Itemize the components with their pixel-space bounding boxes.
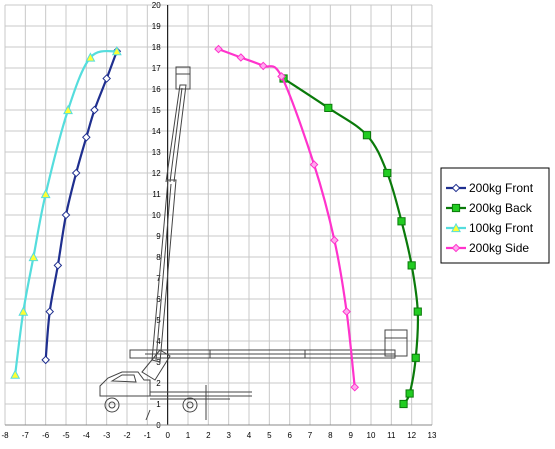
legend-marker <box>451 222 461 233</box>
x-tick-label: 6 <box>287 431 292 440</box>
y-tick-label: 4 <box>156 337 161 346</box>
y-tick-label: 2 <box>156 379 161 388</box>
x-tick-label: -6 <box>42 431 50 440</box>
x-tick-label: 9 <box>348 431 353 440</box>
y-tick-label: 9 <box>156 232 161 241</box>
x-tick-label: 5 <box>267 431 272 440</box>
x-tick-label: 2 <box>206 431 211 440</box>
y-tick-label: 16 <box>152 85 161 94</box>
chart-legend: 200kg Front 200kg Back 100kg Front 200kg Si… <box>440 167 550 264</box>
data-point <box>411 353 420 362</box>
data-point <box>277 72 286 81</box>
data-point <box>342 307 351 316</box>
x-tick-label: -7 <box>22 431 30 440</box>
legend-label: 100kg Front <box>469 221 534 235</box>
legend-item: 100kg Front <box>446 221 534 235</box>
data-point <box>330 235 339 245</box>
y-tick-label: 1 <box>156 400 161 409</box>
legend-marker <box>451 183 461 193</box>
legend-item: 200kg Side <box>446 241 529 255</box>
y-tick-label: 3 <box>156 358 161 367</box>
data-point <box>350 382 360 392</box>
aerial-lift-truck-drawing <box>99 66 408 421</box>
series-100kg-front <box>10 46 122 379</box>
legend-marker <box>451 203 461 213</box>
y-tick-label: 6 <box>156 295 161 304</box>
legend-label: 200kg Side <box>469 241 529 255</box>
data-point <box>10 369 21 379</box>
data-point <box>71 168 81 178</box>
series-200kg-front <box>41 46 122 365</box>
data-point <box>413 307 422 316</box>
x-tick-label: 12 <box>407 431 416 440</box>
x-tick-label: 0 <box>165 431 170 440</box>
x-tick-label: -4 <box>83 431 91 440</box>
data-point <box>82 132 91 142</box>
x-tick-label: 4 <box>247 431 252 440</box>
data-point <box>28 251 39 262</box>
data-point <box>405 389 414 398</box>
y-tick-label: 8 <box>156 253 161 262</box>
chart-series <box>10 44 422 409</box>
data-point <box>258 61 268 71</box>
legend-item: 200kg Front <box>446 181 534 195</box>
data-point <box>41 355 50 365</box>
data-point <box>111 46 122 56</box>
data-point <box>63 104 73 115</box>
x-tick-label: 3 <box>226 431 231 440</box>
data-point <box>383 168 392 178</box>
y-tick-label: 12 <box>152 169 161 178</box>
series-line <box>282 77 420 405</box>
data-point <box>18 306 29 316</box>
data-point <box>397 217 406 226</box>
y-tick-label: 17 <box>152 64 161 73</box>
x-tick-label: -2 <box>123 431 131 440</box>
y-tick-label: 10 <box>152 211 161 220</box>
x-tick-label: 8 <box>328 431 333 440</box>
y-tick-label: 5 <box>156 316 161 325</box>
series-line <box>44 50 118 360</box>
series-200kg-back <box>279 74 422 409</box>
y-tick-label: 14 <box>152 127 161 136</box>
data-point <box>40 188 51 199</box>
data-point <box>309 160 319 169</box>
legend-label: 200kg Back <box>469 201 533 215</box>
data-point <box>90 105 99 115</box>
data-point <box>236 53 246 62</box>
data-point <box>85 52 96 62</box>
x-tick-label: -8 <box>1 431 9 440</box>
x-tick-label: 7 <box>308 431 313 440</box>
data-point <box>45 307 55 316</box>
data-point <box>53 261 63 270</box>
legend-label: 200kg Front <box>469 181 534 195</box>
x-tick-label: -5 <box>62 431 70 440</box>
y-tick-label: 20 <box>152 1 161 10</box>
chart-axes: -8-7-6-5-4-3-2-1012345678910111213012345… <box>1 1 437 440</box>
y-tick-label: 15 <box>152 106 161 115</box>
data-point <box>214 44 223 54</box>
x-tick-label: 10 <box>367 431 376 440</box>
data-point <box>362 131 372 140</box>
series-line <box>218 48 356 388</box>
legend-marker <box>451 243 461 253</box>
x-tick-label: 1 <box>186 431 191 440</box>
data-point <box>61 210 71 220</box>
x-tick-label: -3 <box>103 431 111 440</box>
x-tick-label: 13 <box>428 431 437 440</box>
y-tick-label: 19 <box>152 22 161 31</box>
y-tick-label: 13 <box>152 148 161 157</box>
data-point <box>102 74 111 83</box>
y-tick-label: 11 <box>152 190 161 199</box>
y-tick-label: 18 <box>152 43 161 52</box>
y-tick-label: 7 <box>156 274 161 283</box>
x-tick-label: 11 <box>387 431 396 440</box>
x-tick-label: -1 <box>144 431 152 440</box>
data-point <box>324 103 333 113</box>
legend-item: 200kg Back <box>446 201 533 215</box>
series-200kg-side <box>214 44 360 392</box>
data-point <box>407 261 416 270</box>
data-point <box>399 399 408 409</box>
